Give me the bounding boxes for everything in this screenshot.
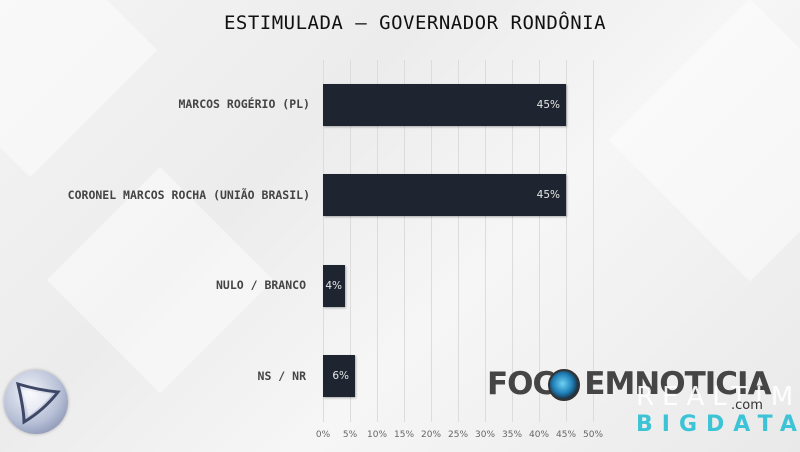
x-tick: 0%	[315, 430, 331, 440]
gridline	[566, 60, 567, 422]
gridline	[350, 60, 351, 422]
gridline	[458, 60, 459, 422]
plot-area: 45% 45% 4% 6%	[323, 60, 595, 422]
x-tick: 35%	[501, 430, 523, 440]
gridline	[377, 60, 378, 422]
focoemnoticia-logo: FOC EMNOTICIA	[487, 366, 772, 402]
bar-value-label: 4%	[325, 280, 342, 292]
realtime-text: REALTIME	[636, 382, 800, 412]
category-label: NS / NR	[257, 369, 306, 383]
gridline	[512, 60, 513, 422]
gridline	[404, 60, 405, 422]
x-tick: 10%	[366, 430, 388, 440]
category-label: CORONEL MARCOS ROCHA (UNIÃO BRASIL)	[67, 188, 310, 202]
bar-coronel-marcos-rocha[interactable]: 45%	[323, 174, 566, 216]
x-tick: 40%	[528, 430, 550, 440]
gridline	[593, 60, 594, 422]
gridline	[485, 60, 486, 422]
bar-value-label: 45%	[536, 189, 560, 201]
background-shape	[608, 0, 800, 282]
dotcom-text: .com	[731, 398, 763, 413]
x-tick: 30%	[474, 430, 496, 440]
chart-title: ESTIMULADA – GOVERNADOR RONDÔNIA	[223, 12, 607, 34]
x-tick: 15%	[393, 430, 415, 440]
bar-marcos-rogerio[interactable]: 45%	[323, 84, 566, 126]
x-tick: 5%	[342, 430, 358, 440]
camera-lens-icon	[548, 369, 580, 401]
x-tick: 45%	[555, 430, 577, 440]
bar-ns-nr[interactable]: 6%	[323, 355, 355, 397]
x-tick: 20%	[420, 430, 442, 440]
logo-text-emnoticia: EMNOTICIA	[584, 366, 771, 402]
bigdata-text: BIGDATA	[636, 412, 800, 437]
category-label: MARCOS ROGÉRIO (PL)	[178, 97, 310, 111]
category-label: NULO / BRANCO	[215, 278, 306, 292]
x-tick: 25%	[447, 430, 469, 440]
x-tick: 50%	[582, 430, 604, 440]
bar-nulo-branco[interactable]: 4%	[323, 265, 345, 307]
gridline	[539, 60, 540, 422]
logo-text-foco: FOC	[487, 366, 555, 402]
gridline	[323, 60, 324, 422]
gridline	[431, 60, 432, 422]
bar-value-label: 45%	[536, 99, 560, 111]
bar-value-label: 6%	[332, 370, 349, 382]
record-logo-icon	[4, 370, 68, 434]
